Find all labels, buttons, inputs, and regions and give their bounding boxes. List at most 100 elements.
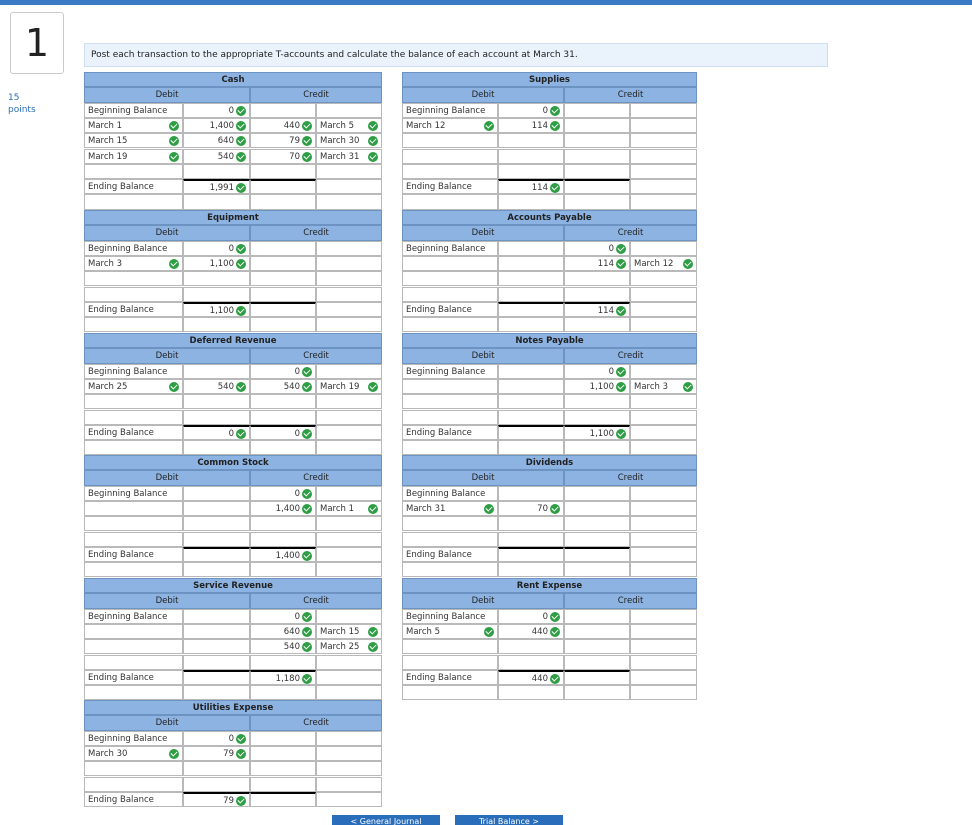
credit-heading: Credit xyxy=(564,87,697,103)
debit-amount xyxy=(183,163,250,180)
debit-amount xyxy=(183,546,250,563)
credit-label xyxy=(316,394,382,410)
debit-label: Beginning Balance xyxy=(84,485,183,501)
credit-amount xyxy=(564,133,630,149)
credit-amount: 0 xyxy=(250,424,316,441)
debit-amount: 0 xyxy=(183,730,250,746)
check-icon xyxy=(683,258,693,269)
credit-label xyxy=(630,685,697,701)
debit-label: Ending Balance xyxy=(402,424,498,441)
debit-heading: Debit xyxy=(84,87,250,103)
debit-label: Beginning Balance xyxy=(402,240,498,256)
credit-amount: 540 xyxy=(250,639,316,655)
prev-button[interactable]: < General Journal xyxy=(332,815,440,825)
debit-label: March 25 xyxy=(84,378,183,395)
credit-amount xyxy=(564,685,630,701)
debit-amount xyxy=(498,485,564,501)
credit-label xyxy=(630,363,697,379)
credit-amount xyxy=(250,776,316,792)
debit-amount: 79 xyxy=(183,791,250,808)
debit-amount xyxy=(183,623,250,640)
check-icon xyxy=(484,120,494,131)
credit-label xyxy=(316,424,382,441)
credit-label xyxy=(316,194,382,210)
credit-label xyxy=(630,271,697,287)
check-icon xyxy=(484,503,494,514)
credit-label xyxy=(316,255,382,272)
debit-amount xyxy=(498,654,564,670)
debit-amount: 79 xyxy=(183,745,250,762)
credit-label xyxy=(316,546,382,563)
points-label: points xyxy=(8,105,36,115)
debit-label xyxy=(84,286,183,302)
credit-label xyxy=(630,394,697,410)
credit-label xyxy=(630,440,697,456)
credit-label: March 30 xyxy=(316,133,382,149)
account-title: Notes Payable xyxy=(402,333,697,349)
debit-label: March 1 xyxy=(84,117,183,134)
credit-amount xyxy=(564,639,630,655)
credit-label xyxy=(316,608,382,624)
debit-amount: 640 xyxy=(183,133,250,149)
debit-label: Beginning Balance xyxy=(402,608,498,624)
debit-label: March 19 xyxy=(84,148,183,164)
debit-heading: Debit xyxy=(84,348,250,364)
check-icon xyxy=(302,381,312,392)
debit-label xyxy=(402,440,498,456)
check-icon xyxy=(236,120,246,131)
credit-label: March 19 xyxy=(316,378,382,395)
check-icon xyxy=(302,673,312,684)
check-icon xyxy=(616,381,626,392)
credit-label xyxy=(316,745,382,762)
debit-label xyxy=(402,531,498,547)
debit-label: Ending Balance xyxy=(84,791,183,808)
account-title: Service Revenue xyxy=(84,578,382,594)
account-title: Rent Expense xyxy=(402,578,697,594)
credit-label: March 15 xyxy=(316,623,382,640)
credit-amount xyxy=(250,163,316,180)
debit-amount: 114 xyxy=(498,117,564,134)
debit-label xyxy=(84,776,183,792)
debit-label xyxy=(402,148,498,164)
debit-amount: 1,100 xyxy=(183,301,250,318)
debit-amount xyxy=(498,424,564,441)
debit-amount: 0 xyxy=(183,102,250,118)
credit-amount xyxy=(250,654,316,670)
credit-label xyxy=(316,102,382,118)
next-button[interactable]: Trial Balance > xyxy=(455,815,563,825)
credit-amount xyxy=(250,271,316,287)
check-icon xyxy=(550,120,560,131)
debit-amount xyxy=(183,685,250,701)
credit-amount: 0 xyxy=(564,363,630,379)
check-icon xyxy=(616,243,626,254)
credit-amount xyxy=(564,562,630,578)
debit-label xyxy=(402,271,498,287)
credit-amount xyxy=(564,516,630,532)
credit-label: March 25 xyxy=(316,639,382,655)
check-icon xyxy=(236,733,246,744)
debit-amount xyxy=(498,378,564,395)
credit-amount xyxy=(250,317,316,333)
debit-label xyxy=(402,685,498,701)
debit-label xyxy=(84,409,183,425)
credit-amount xyxy=(564,271,630,287)
debit-label: Ending Balance xyxy=(84,179,183,195)
debit-label xyxy=(402,394,498,410)
credit-label xyxy=(316,440,382,456)
debit-amount: 440 xyxy=(498,623,564,640)
debit-label xyxy=(84,317,183,333)
credit-amount: 1,400 xyxy=(250,500,316,517)
debit-label: Beginning Balance xyxy=(402,102,498,118)
check-icon xyxy=(302,550,312,561)
credit-amount xyxy=(250,531,316,547)
credit-heading: Credit xyxy=(250,87,382,103)
credit-amount xyxy=(250,685,316,701)
debit-label xyxy=(84,194,183,210)
credit-amount xyxy=(564,623,630,640)
account-title: Equipment xyxy=(84,210,382,226)
credit-label: March 31 xyxy=(316,148,382,164)
debit-amount xyxy=(183,669,250,686)
debit-label xyxy=(84,516,183,532)
debit-amount xyxy=(498,286,564,302)
